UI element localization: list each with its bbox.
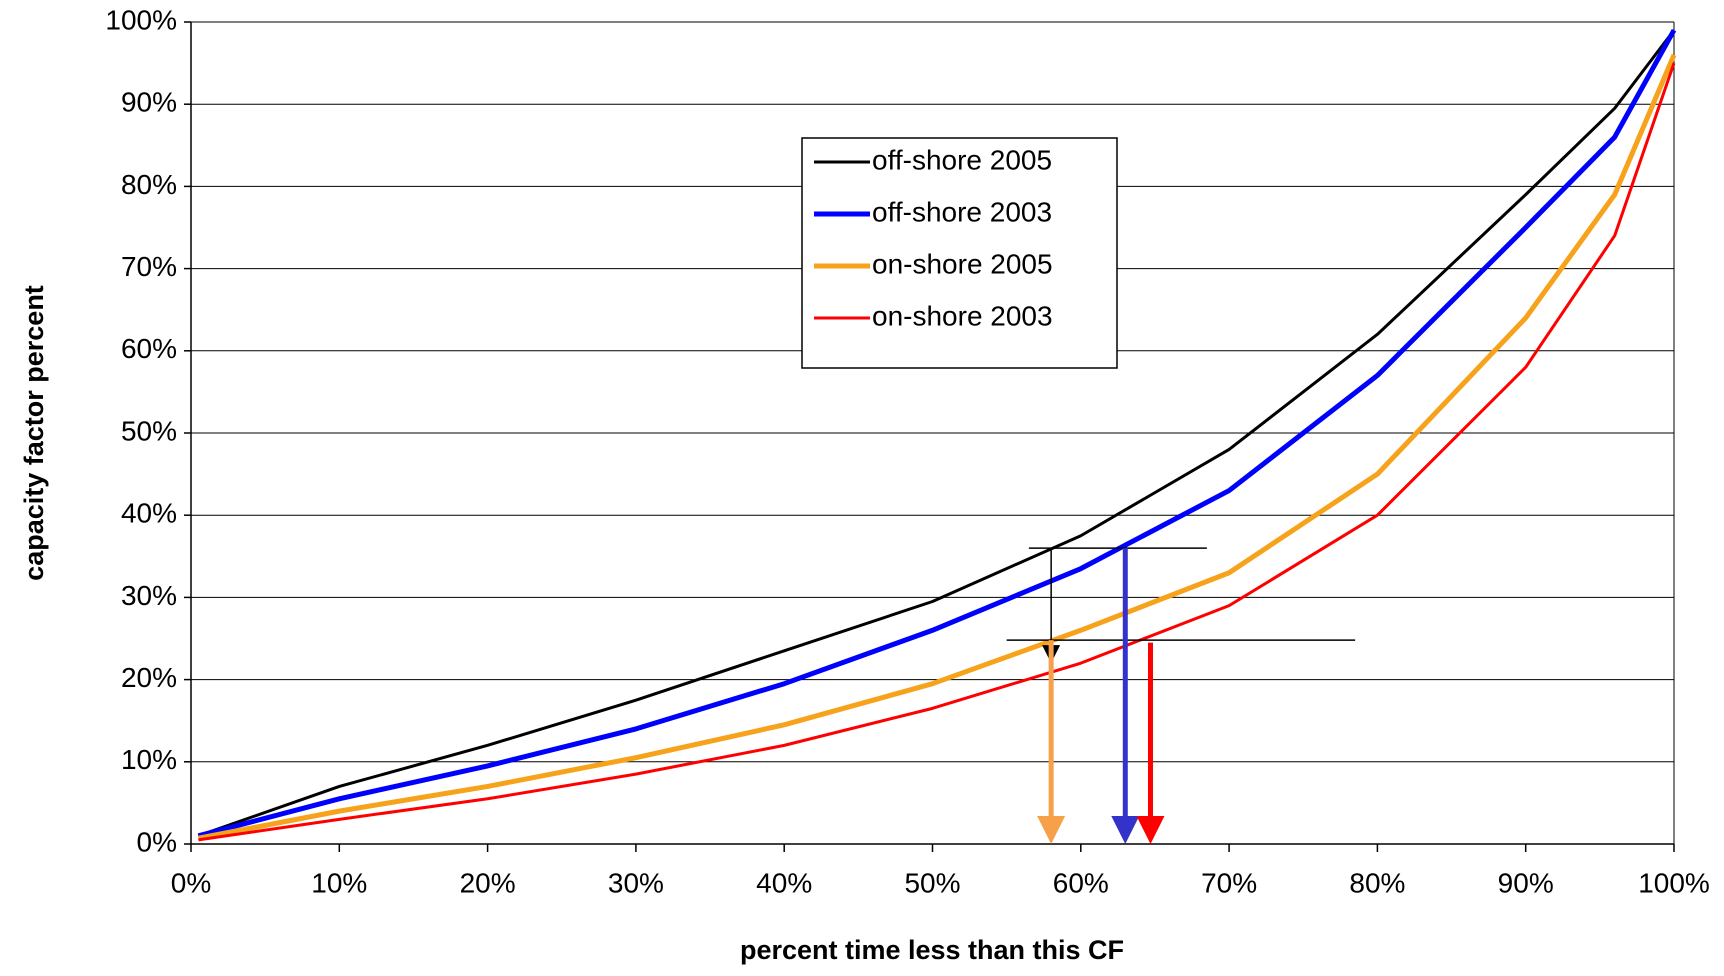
y-tick-label: 30% <box>121 580 177 611</box>
x-tick-label: 40% <box>756 867 812 898</box>
x-tick-label: 30% <box>608 867 664 898</box>
y-tick-label: 10% <box>121 744 177 775</box>
x-tick-label: 80% <box>1349 867 1405 898</box>
x-tick-label: 0% <box>171 867 211 898</box>
series-line <box>197 29 1677 839</box>
y-tick-label: 40% <box>121 498 177 529</box>
legend-label: off-shore 2003 <box>872 196 1052 227</box>
y-tick-label: 100% <box>105 4 177 35</box>
y-tick-label: 80% <box>121 169 177 200</box>
x-tick-label: 60% <box>1053 867 1109 898</box>
legend-label: off-shore 2005 <box>872 144 1052 175</box>
x-tick-label: 100% <box>1638 867 1710 898</box>
legend-label: on-shore 2005 <box>872 248 1053 279</box>
legend-box <box>801 137 1118 369</box>
y-axis-title: capacity factor percent <box>19 285 49 581</box>
x-tick-label: 20% <box>460 867 516 898</box>
arrow-head <box>1037 816 1066 844</box>
y-tick-label: 90% <box>121 87 177 118</box>
x-axis-title: percent time less than this CF <box>740 935 1124 965</box>
y-tick-label: 20% <box>121 662 177 693</box>
series-line <box>197 53 1677 841</box>
legend-label: on-shore 2003 <box>872 300 1053 331</box>
legend: off-shore 2005 off-shore 2003 on-shore 200… <box>801 137 1118 369</box>
y-tick-label: 0% <box>137 826 177 857</box>
series-line <box>197 29 1676 838</box>
arrow-head <box>1136 816 1165 844</box>
x-tick-label: 10% <box>311 867 367 898</box>
x-tick-label: 90% <box>1498 867 1554 898</box>
y-tick-label: 70% <box>121 251 177 282</box>
x-tick-label: 50% <box>904 867 960 898</box>
series-line <box>198 62 1676 842</box>
y-tick-label: 50% <box>121 415 177 446</box>
x-tick-label: 70% <box>1201 867 1257 898</box>
arrow-head <box>1111 816 1140 844</box>
y-tick-label: 60% <box>121 333 177 364</box>
